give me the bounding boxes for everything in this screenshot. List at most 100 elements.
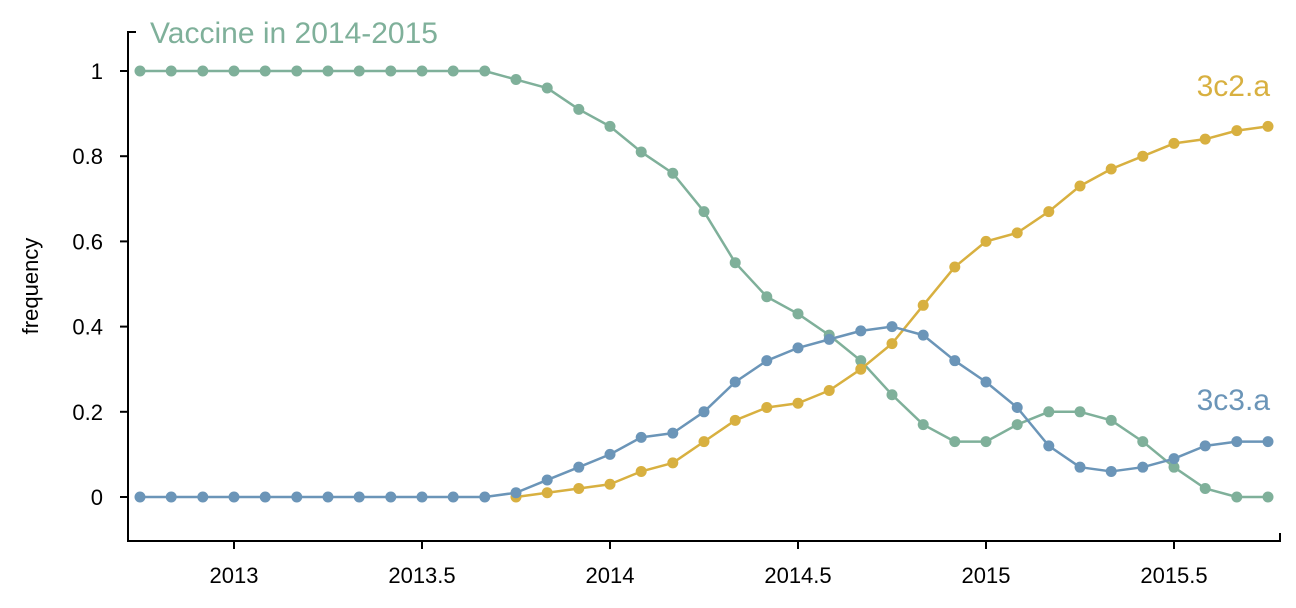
- data-point: [667, 457, 679, 469]
- data-point: [635, 431, 647, 443]
- data-point: [823, 333, 835, 345]
- y-tick-label: 0: [91, 485, 103, 510]
- x-tick-label: 2014: [586, 563, 635, 588]
- data-point: [322, 65, 334, 77]
- data-point: [1043, 206, 1055, 218]
- y-tick-label: 0.4: [72, 315, 103, 340]
- data-point: [416, 65, 428, 77]
- data-point: [1168, 137, 1180, 149]
- data-point: [416, 491, 428, 503]
- data-point: [291, 65, 303, 77]
- data-point: [1137, 461, 1149, 473]
- data-point: [353, 491, 365, 503]
- data-point: [1199, 482, 1211, 494]
- axes-layer: [127, 31, 1281, 542]
- x-tick-label: 2015: [962, 563, 1011, 588]
- data-point: [134, 491, 146, 503]
- data-point: [698, 206, 710, 218]
- x-axis-line: [127, 533, 1281, 542]
- data-point: [980, 376, 992, 388]
- data-point: [510, 487, 522, 499]
- data-point: [541, 487, 553, 499]
- data-point: [1262, 120, 1274, 132]
- data-point: [855, 325, 867, 337]
- data-point: [604, 448, 616, 460]
- data-point: [635, 465, 647, 477]
- data-point: [729, 376, 741, 388]
- data-point: [1199, 133, 1211, 145]
- series-labels-layer: Vaccine in 2014-2015 3c2.a 3c3.a: [150, 17, 1270, 417]
- data-point: [823, 385, 835, 396]
- data-point: [886, 338, 898, 350]
- data-point: [385, 65, 397, 77]
- data-point: [1105, 414, 1117, 426]
- data-point: [792, 308, 804, 320]
- y-axis-line: [127, 31, 136, 542]
- data-point: [949, 355, 961, 367]
- data-point: [855, 355, 867, 367]
- series-3c2-a: [510, 120, 1274, 503]
- series-label: 3c2.a: [1197, 70, 1271, 103]
- data-point: [949, 261, 961, 273]
- data-point: [917, 419, 929, 431]
- series-label: 3c3.a: [1197, 384, 1271, 417]
- data-point: [917, 329, 929, 341]
- data-point: [1199, 440, 1211, 452]
- data-point: [228, 65, 240, 77]
- data-point: [1043, 406, 1055, 418]
- x-tick-label: 2014.5: [764, 563, 831, 588]
- y-tick-label: 0.6: [72, 229, 103, 254]
- data-point: [792, 342, 804, 354]
- x-tick-label: 2013.5: [388, 563, 455, 588]
- data-point: [1105, 465, 1117, 477]
- data-point: [291, 491, 303, 503]
- data-point: [447, 65, 459, 77]
- data-point: [698, 436, 710, 448]
- y-tick-label: 0.8: [72, 144, 103, 169]
- data-point: [353, 65, 365, 77]
- data-point: [134, 65, 146, 77]
- data-point: [604, 120, 616, 132]
- data-point: [917, 299, 929, 311]
- data-point: [573, 482, 585, 494]
- data-point: [761, 402, 773, 414]
- data-point: [259, 491, 271, 503]
- x-tick-label: 2015.5: [1140, 563, 1207, 588]
- series-layer: [134, 65, 1274, 503]
- ticks-layer: 2013 2013.5 2014 2014.5 2015 2015.5 0 0.2 0.4 0.6…: [72, 59, 1207, 588]
- data-point: [197, 65, 209, 77]
- data-point: [792, 397, 804, 409]
- data-point: [197, 491, 209, 503]
- data-point: [541, 474, 553, 486]
- data-point: [1231, 436, 1243, 448]
- data-point: [1168, 461, 1180, 473]
- data-point: [1074, 461, 1086, 473]
- data-point: [1231, 491, 1243, 503]
- data-point: [667, 427, 679, 439]
- y-tick-label: 1: [91, 59, 103, 84]
- data-point: [259, 65, 271, 77]
- data-point: [980, 235, 992, 247]
- data-point: [698, 406, 710, 418]
- data-point: [855, 363, 867, 375]
- series-3c3-a: [134, 321, 1274, 503]
- data-point: [1168, 453, 1180, 465]
- data-point: [573, 461, 585, 473]
- data-point: [761, 355, 773, 367]
- x-tick-label: 2013: [210, 563, 259, 588]
- data-point: [541, 82, 553, 94]
- data-point: [886, 321, 898, 333]
- data-point: [729, 257, 741, 269]
- data-point: [165, 65, 177, 77]
- data-point: [479, 491, 491, 503]
- data-point: [479, 65, 491, 77]
- data-point: [228, 491, 240, 503]
- data-point: [510, 74, 522, 86]
- data-point: [1105, 163, 1117, 175]
- data-point: [667, 167, 679, 179]
- series-line-vaccine-in-2014-2015: [140, 69, 1268, 499]
- data-point: [604, 478, 616, 490]
- data-point: [1074, 406, 1086, 418]
- data-point: [573, 103, 585, 115]
